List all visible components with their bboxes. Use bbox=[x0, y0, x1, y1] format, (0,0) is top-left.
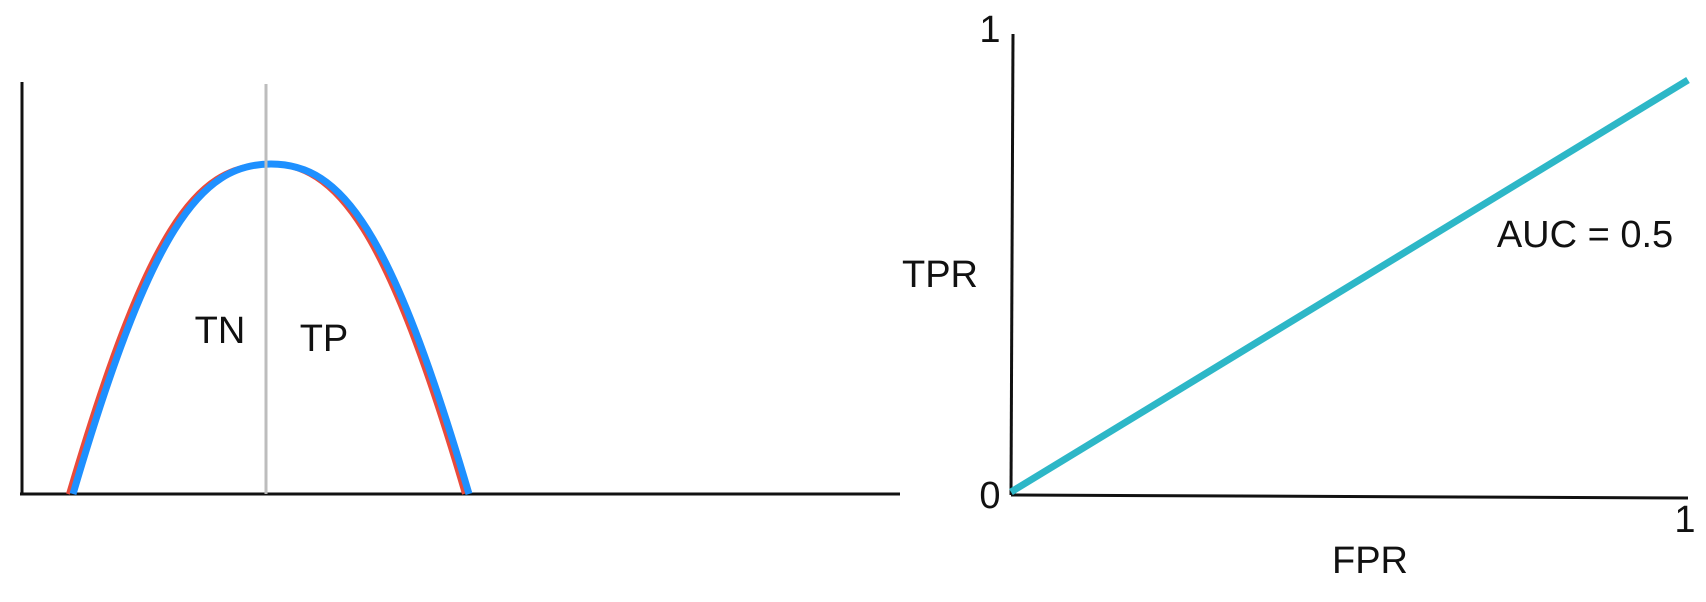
auc-annotation: AUC = 0.5 bbox=[1497, 214, 1673, 256]
roc-panel: 1 0 1 TPR FPR AUC = 0.5 bbox=[902, 9, 1696, 582]
distribution-panel: TN TP bbox=[20, 82, 900, 496]
y-axis-label: TPR bbox=[902, 254, 978, 296]
true-negative-label: TN bbox=[195, 310, 246, 352]
x-axis-max-tick: 1 bbox=[1674, 499, 1695, 541]
roc-curve bbox=[1009, 77, 1690, 495]
roc-y-axis bbox=[1009, 33, 1015, 496]
origin-tick: 0 bbox=[979, 475, 1000, 517]
roc-x-axis bbox=[1010, 493, 1689, 500]
positive-class-curve bbox=[69, 160, 473, 495]
y-axis-max-tick: 1 bbox=[979, 9, 1000, 51]
true-positive-label: TP bbox=[300, 318, 349, 360]
x-axis-label: FPR bbox=[1332, 540, 1408, 582]
